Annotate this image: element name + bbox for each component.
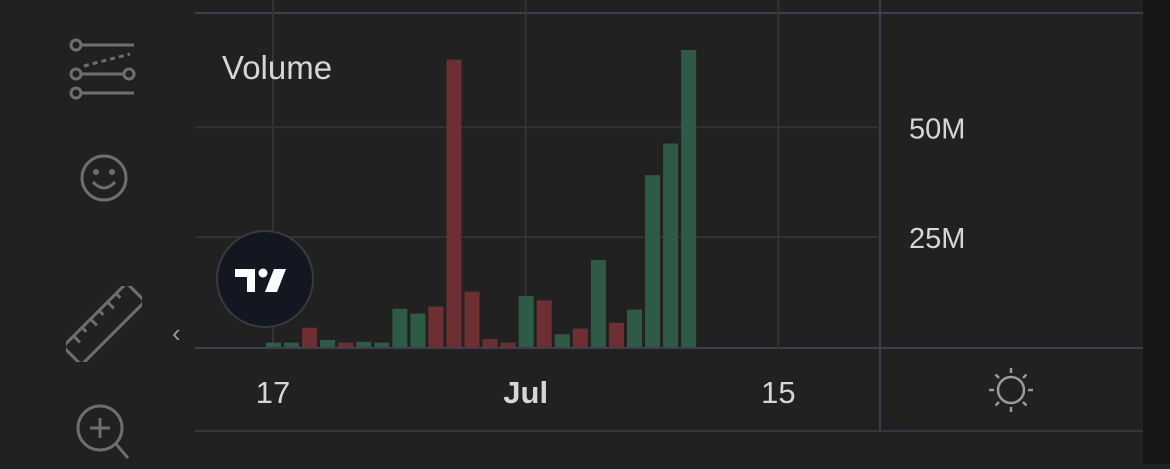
window-edge: [1143, 0, 1170, 464]
y-tick-label: 50M: [909, 113, 965, 145]
volume-bar-11: [464, 291, 480, 347]
volume-bar-5: [356, 341, 372, 347]
y-tick-label: 25M: [909, 223, 965, 255]
x-tick-label: Jul: [503, 375, 548, 410]
trend-lines-icon[interactable]: [66, 36, 142, 102]
volume-bar-3: [320, 339, 336, 347]
volume-bar-22: [663, 143, 679, 347]
x-tick-label: 15: [761, 375, 795, 410]
x-tick-label: 17: [256, 375, 290, 410]
volume-bar-17: [572, 328, 588, 347]
volume-bar-13: [500, 342, 516, 347]
volume-bar-18: [590, 259, 606, 347]
volume-bar-10: [446, 59, 462, 348]
chart-title: Volume: [222, 49, 332, 86]
volume-chart-svg: 17 Jul 15 50M 25M Volume: [195, 0, 1143, 464]
zoom-in-icon[interactable]: [72, 400, 132, 464]
volume-bar-15: [536, 300, 552, 347]
volume-chart: 17 Jul 15 50M 25M Volume: [195, 0, 1143, 464]
volume-bar-12: [482, 339, 498, 347]
volume-bar-21: [645, 175, 661, 347]
smiley-icon[interactable]: [78, 152, 130, 204]
tradingview-logo-icon[interactable]: [216, 230, 314, 328]
volume-bar-16: [554, 334, 570, 347]
drawing-toolbar: [0, 0, 195, 464]
volume-bar-19: [608, 322, 624, 347]
volume-bar-0: [266, 342, 281, 347]
volume-bar-23: [681, 49, 697, 347]
volume-bar-4: [338, 342, 354, 347]
volume-bar-8: [410, 313, 426, 347]
volume-bar-20: [627, 309, 642, 347]
volume-bar-9: [428, 306, 444, 347]
collapse-chevron-icon[interactable]: ‹: [172, 318, 181, 348]
volume-bar-7: [392, 308, 408, 347]
volume-bar-14: [518, 296, 534, 347]
volume-bar-2: [302, 327, 318, 347]
ruler-icon[interactable]: [66, 286, 142, 362]
settings-sun-icon[interactable]: [989, 368, 1033, 412]
volume-bar-6: [374, 342, 390, 347]
volume-bar-1: [284, 342, 300, 347]
